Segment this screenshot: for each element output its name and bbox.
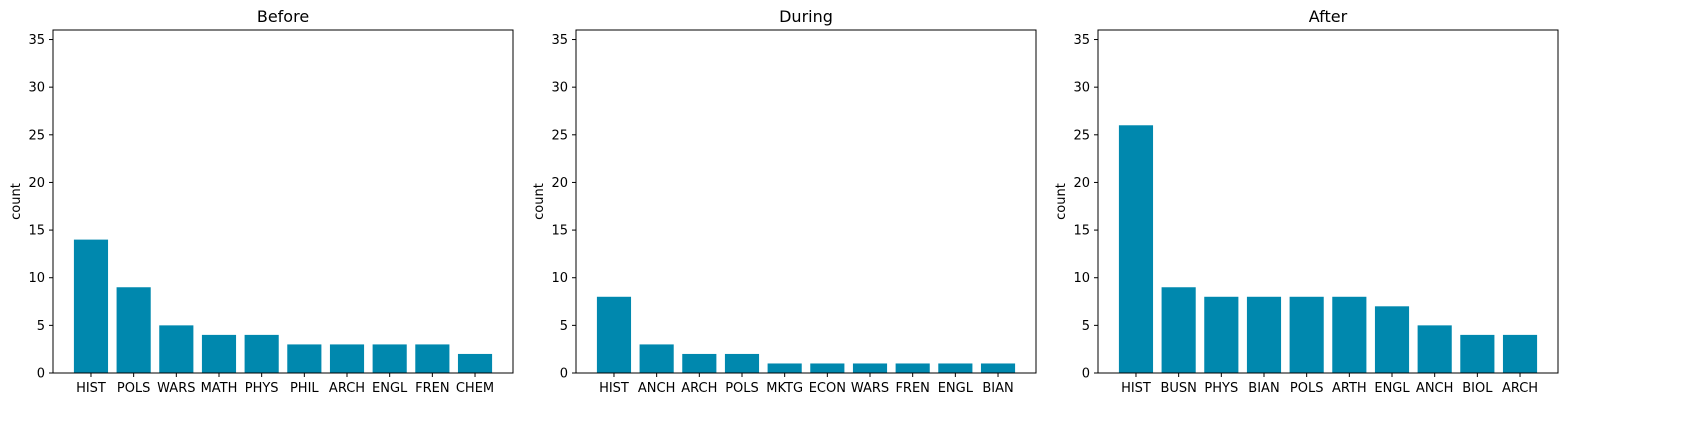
y-tick-label: 30 <box>551 81 568 96</box>
bar <box>1161 287 1196 373</box>
bar <box>682 353 717 373</box>
x-tick-label: MKTG <box>766 381 803 396</box>
y-tick-label: 20 <box>28 176 45 191</box>
x-tick-label: PHYS <box>1204 381 1238 396</box>
x-tick-label: ANCH <box>1416 381 1453 396</box>
bar <box>596 296 632 373</box>
x-tick-label: BIAN <box>982 381 1013 396</box>
x-tick-label: ENGL <box>1374 381 1410 396</box>
y-tick-label: 35 <box>551 33 568 48</box>
bar <box>938 363 973 373</box>
chart-title: After <box>1309 7 1348 26</box>
x-tick-label: BIOL <box>1462 381 1493 396</box>
bar <box>457 353 493 373</box>
y-tick-label: 5 <box>1082 319 1090 334</box>
bar <box>201 334 237 373</box>
x-tick-label: ARTH <box>1332 381 1367 396</box>
bar <box>852 363 888 373</box>
y-tick-label: 30 <box>1073 81 1090 96</box>
x-tick-label: PHYS <box>245 381 279 396</box>
bar <box>116 287 151 373</box>
x-tick-label: FREN <box>895 381 929 396</box>
y-tick-label: 0 <box>1082 367 1090 382</box>
y-tick-label: 35 <box>1073 33 1090 48</box>
bar <box>980 363 1016 373</box>
bar <box>1118 125 1154 374</box>
bar <box>1502 334 1538 373</box>
x-tick-label: BUSN <box>1160 381 1196 396</box>
bar <box>1460 334 1495 373</box>
y-tick-label: 15 <box>1073 224 1090 239</box>
y-tick-label: 0 <box>560 367 568 382</box>
y-tick-label: 15 <box>28 224 45 239</box>
y-tick-label: 10 <box>28 271 45 286</box>
panel-before: Before count HIST POLS WARS MATH PHYS PHIL ARC… <box>9 7 514 396</box>
y-tick-label: 35 <box>28 33 45 48</box>
bar <box>767 363 802 373</box>
x-tick-label: WARS <box>157 381 195 396</box>
x-tick-label: POLS <box>1290 381 1324 396</box>
y-tick-label: 10 <box>551 271 568 286</box>
x-tick-label: POLS <box>117 381 151 396</box>
plot-frame <box>1097 29 1559 374</box>
chart-title: During <box>779 7 833 26</box>
x-tick-label: HIST <box>76 381 106 396</box>
x-tick-label: HIST <box>599 381 629 396</box>
bar <box>724 353 760 373</box>
x-tick-label: POLS <box>725 381 759 396</box>
bar <box>1417 325 1452 373</box>
x-tick-label: BIAN <box>1248 381 1279 396</box>
y-tick-label: 20 <box>551 176 568 191</box>
x-tick-label: CHEM <box>456 381 494 396</box>
y-axis-label: count <box>1054 183 1069 220</box>
panel-during: During count HIST ANCH ARCH POLS MKTG ECON WAR… <box>532 7 1037 396</box>
x-tick-label: ARCH <box>681 381 717 396</box>
x-tick-label: ENGL <box>372 381 408 396</box>
x-tick-label: ARCH <box>1502 381 1538 396</box>
y-tick-label: 5 <box>37 319 45 334</box>
x-tick-label: HIST <box>1121 381 1151 396</box>
chart-title: Before <box>257 7 309 26</box>
plot-frame <box>52 29 514 374</box>
bar <box>639 344 674 373</box>
x-tick-label: MATH <box>201 381 238 396</box>
x-tick-label: ANCH <box>638 381 675 396</box>
panel-after: After count HIST BUSN PHYS BIAN POLS ARTH ENGL… <box>1054 7 1559 396</box>
x-tick-label: ECON <box>809 381 846 396</box>
x-tick-label: PHIL <box>290 381 319 396</box>
y-tick-label: 15 <box>551 224 568 239</box>
y-axis-label: count <box>532 183 547 220</box>
bar <box>372 344 407 373</box>
y-tick-label: 20 <box>1073 176 1090 191</box>
bar <box>1204 296 1239 373</box>
bar <box>73 239 109 373</box>
bar <box>287 344 322 373</box>
bar <box>1374 306 1410 373</box>
bar <box>1289 296 1324 373</box>
y-tick-label: 5 <box>560 319 568 334</box>
x-tick-label: WARS <box>851 381 889 396</box>
x-tick-label: ARCH <box>329 381 365 396</box>
y-axis-label: count <box>9 183 24 220</box>
y-tick-label: 30 <box>28 81 45 96</box>
bar <box>329 344 365 373</box>
x-tick-label: FREN <box>415 381 449 396</box>
bar <box>244 334 279 373</box>
bar <box>415 344 450 373</box>
y-tick-label: 25 <box>551 128 568 143</box>
y-tick-label: 25 <box>1073 128 1090 143</box>
bar <box>1246 296 1282 373</box>
bar <box>895 363 930 373</box>
y-tick-label: 0 <box>37 367 45 382</box>
y-tick-label: 25 <box>28 128 45 143</box>
plot-frame <box>575 29 1037 374</box>
y-tick-label: 10 <box>1073 271 1090 286</box>
bar <box>810 363 845 373</box>
x-tick-label: ENGL <box>938 381 974 396</box>
bar <box>159 325 194 373</box>
bar <box>1332 296 1367 373</box>
